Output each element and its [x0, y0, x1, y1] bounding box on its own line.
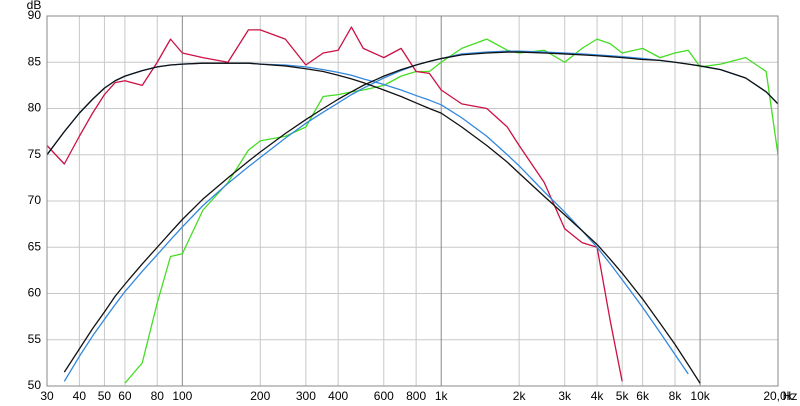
x-tick-label: 600: [374, 389, 394, 403]
x-axis-label: Hz: [783, 389, 798, 403]
x-tick-label: 20,0k: [763, 389, 793, 403]
y-tick-label: 65: [28, 239, 42, 253]
x-tick-label: 4k: [591, 389, 605, 403]
x-tick-label: 3k: [558, 389, 572, 403]
lines: [47, 27, 778, 384]
y-tick-label: 85: [28, 54, 42, 68]
x-tick-label: 800: [406, 389, 426, 403]
x-tick-label: 100: [172, 389, 192, 403]
x-tick-label: 40: [73, 389, 87, 403]
x-tick-label: 400: [328, 389, 348, 403]
y-axis-label: dB: [27, 0, 42, 12]
plot-frame: [46, 15, 779, 387]
y-tick-label: 75: [28, 147, 42, 161]
x-tick-label: 5k: [616, 389, 630, 403]
y-tick-label: 50: [28, 378, 42, 392]
series-line: [63, 51, 778, 373]
y-tick-label: 55: [28, 332, 42, 346]
x-tick-label: 30: [40, 389, 54, 403]
x-tick-label: 10k: [690, 389, 710, 403]
x-tick-label: 200: [250, 389, 270, 403]
labels: 50 55 60 65 70 75 80 85 90 30 40 50 60 80 100 200 300 400…: [28, 8, 794, 403]
x-tick-label: 1k: [435, 389, 449, 403]
x-tick-label: 8k: [669, 389, 683, 403]
x-tick-label: 300: [296, 389, 316, 403]
x-tick-label: 80: [151, 389, 165, 403]
x-tick-label: 2k: [513, 389, 527, 403]
y-tick-label: 90: [28, 8, 42, 22]
x-tick-label: 60: [118, 389, 132, 403]
y-tick-label: 60: [28, 286, 42, 300]
series-line: [47, 62, 701, 384]
x-tick-label: 6k: [636, 389, 650, 403]
y-tick-label: 80: [28, 101, 42, 115]
y-tick-label: 70: [28, 193, 42, 207]
x-tick-label: 50: [98, 389, 112, 403]
